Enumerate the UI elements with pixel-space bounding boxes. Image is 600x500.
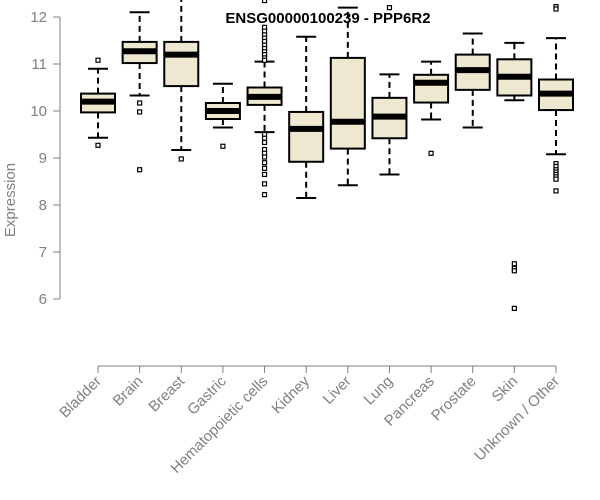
- y-axis: 6 7 8 9 10 11 12: [30, 9, 61, 308]
- box-bladder: [80, 57, 116, 148]
- boxes-group: [80, 0, 574, 311]
- outlier-point: [261, 165, 268, 171]
- outlier-point: [386, 4, 393, 11]
- iqr-box: [163, 40, 200, 88]
- x-tick-label: Breast: [145, 372, 188, 415]
- outlier-point: [511, 305, 517, 311]
- outlier-point: [261, 135, 268, 141]
- outlier-point: [261, 160, 268, 166]
- box-lung: [371, 4, 408, 176]
- outlier-point: [137, 109, 143, 115]
- outlier-point: [261, 171, 268, 178]
- box-brain: [121, 11, 158, 173]
- outlier-point: [95, 57, 101, 63]
- x-tick-label: Prostate: [428, 373, 480, 425]
- outlier-point: [553, 6, 559, 12]
- outlier-point: [137, 100, 143, 106]
- outlier-point: [261, 181, 268, 187]
- outlier-point: [553, 176, 559, 182]
- x-tick-label: Skin: [489, 373, 522, 406]
- box-pancreas: [413, 60, 450, 156]
- y-axis-title: Expression: [2, 163, 19, 237]
- box-liver: [329, 6, 366, 187]
- outlier-point: [261, 154, 268, 160]
- box-gastric: [204, 82, 241, 149]
- outlier-point: [511, 268, 517, 274]
- x-tick-label: Brain: [110, 373, 147, 410]
- outlier-point: [261, 57, 268, 63]
- outlier-point: [261, 0, 268, 4]
- y-tick-label: 10: [30, 103, 47, 120]
- outlier-point: [95, 142, 101, 148]
- y-tick-label: 8: [39, 197, 47, 214]
- box-skin: [496, 41, 533, 311]
- x-tick-label: Bladder: [56, 373, 105, 422]
- box-breast: [163, 0, 200, 162]
- chart-title: ENSG00000100239 - PPP6R2: [225, 10, 430, 27]
- outlier-point: [428, 150, 434, 156]
- y-tick-label: 6: [39, 291, 47, 308]
- y-tick-label: 11: [31, 56, 47, 73]
- outlier-point: [178, 156, 184, 162]
- outlier-point: [511, 261, 517, 267]
- box-unknown-other: [538, 4, 574, 194]
- x-tick-label: Kidney: [269, 372, 314, 417]
- iqr-box: [329, 56, 366, 150]
- outlier-point: [553, 188, 559, 194]
- iqr-box: [413, 73, 450, 104]
- outlier-point: [220, 143, 226, 149]
- outlier-point: [261, 139, 268, 146]
- y-tick-label: 12: [30, 9, 47, 26]
- x-tick-label: Liver: [320, 373, 355, 408]
- outlier-point: [137, 167, 143, 173]
- y-tick-label: 7: [39, 244, 47, 261]
- y-tick-label: 9: [39, 150, 47, 167]
- iqr-box: [288, 110, 325, 163]
- box-hematopoietic-cells: [246, 0, 283, 198]
- x-tick-label: Lung: [361, 373, 397, 409]
- box-prostate: [454, 32, 491, 129]
- outlier-point: [261, 192, 268, 198]
- box-kidney: [288, 35, 325, 199]
